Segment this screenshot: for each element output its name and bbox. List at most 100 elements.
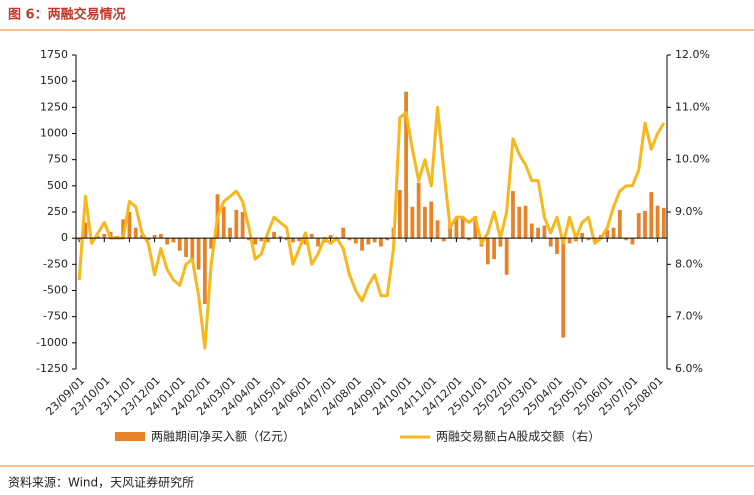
bar xyxy=(253,238,258,245)
bar xyxy=(661,207,666,239)
bar xyxy=(184,238,188,258)
bar xyxy=(435,220,440,239)
bar xyxy=(643,210,647,239)
legend-swatch xyxy=(115,432,145,441)
bar xyxy=(158,233,163,239)
bar xyxy=(328,235,333,239)
bar xyxy=(473,216,478,239)
bar xyxy=(649,192,654,239)
y-tick-label: 0 xyxy=(61,231,68,244)
bar xyxy=(190,238,195,260)
y2-tick-label: 9.0% xyxy=(675,205,703,218)
y-tick-label: 1250 xyxy=(40,100,68,113)
bar xyxy=(567,238,572,244)
bar xyxy=(127,212,132,239)
bar xyxy=(467,238,471,241)
bar xyxy=(504,238,509,275)
bar xyxy=(410,206,415,239)
bar xyxy=(379,238,383,247)
bar xyxy=(347,238,352,241)
bar xyxy=(133,227,138,239)
bar xyxy=(630,238,635,245)
bar xyxy=(259,238,264,242)
y-tick-label: -750 xyxy=(43,310,68,323)
y-tick-label: -500 xyxy=(43,284,68,297)
y2-tick-label: 12.0% xyxy=(675,48,710,61)
legend-label: 两融期间净买入额（亿元） xyxy=(151,429,295,444)
bar xyxy=(309,233,314,239)
bar xyxy=(140,235,144,239)
bar xyxy=(529,223,534,239)
bar xyxy=(77,238,82,241)
bar xyxy=(146,238,151,241)
y2-tick-label: 6.0% xyxy=(675,362,703,375)
chart-title: 图 6：两融交易情况 xyxy=(8,7,126,23)
bar xyxy=(548,238,553,247)
y-tick-label: -250 xyxy=(43,257,68,270)
bar xyxy=(360,238,364,251)
bar xyxy=(341,227,346,239)
bar xyxy=(441,238,446,242)
bar xyxy=(573,238,578,242)
bar xyxy=(605,229,610,239)
bar xyxy=(617,209,622,239)
bar xyxy=(234,209,239,239)
bar xyxy=(523,205,528,239)
bar xyxy=(429,201,434,239)
bar xyxy=(542,225,547,239)
y-tick-label: 250 xyxy=(47,205,68,218)
y-tick-label: 500 xyxy=(47,179,68,192)
y-tick-label: 1750 xyxy=(40,48,68,61)
y-tick-label: 1500 xyxy=(40,74,68,87)
bar xyxy=(83,222,88,239)
bar xyxy=(121,219,126,239)
bar xyxy=(265,238,270,243)
bar xyxy=(611,227,616,239)
bar xyxy=(416,182,421,239)
y-tick-label: 1000 xyxy=(40,127,68,140)
bar xyxy=(171,238,176,243)
legend-label: 两融交易额占A股成交额（右） xyxy=(436,429,600,444)
bar xyxy=(624,238,629,241)
bar xyxy=(423,206,427,239)
bar xyxy=(196,238,201,270)
bar xyxy=(586,238,591,241)
bar xyxy=(397,190,402,239)
bar xyxy=(177,238,182,251)
y2-tick-label: 10.0% xyxy=(675,153,710,166)
bar xyxy=(203,238,207,305)
bar xyxy=(498,238,503,247)
bar xyxy=(291,238,295,243)
bar xyxy=(353,238,358,244)
bar xyxy=(96,236,100,239)
bar xyxy=(448,224,452,239)
source: 资料来源：Wind，天风证券研究所 xyxy=(8,475,194,490)
bar xyxy=(655,205,660,239)
bar xyxy=(511,191,515,239)
bar xyxy=(316,238,320,247)
bar xyxy=(385,238,390,241)
y2-tick-label: 7.0% xyxy=(675,310,703,323)
y-tick-label: 750 xyxy=(47,153,68,166)
bar xyxy=(454,218,459,239)
bar xyxy=(492,238,496,260)
bar xyxy=(366,238,371,245)
bar xyxy=(297,238,302,242)
bar xyxy=(555,238,559,254)
line xyxy=(77,105,666,350)
bar xyxy=(485,238,490,265)
bar xyxy=(228,227,232,239)
bar xyxy=(536,227,540,239)
y2-tick-label: 8.0% xyxy=(675,257,703,270)
bar xyxy=(303,238,308,245)
bar xyxy=(272,231,276,239)
bar xyxy=(636,213,641,239)
y-tick-label: -1000 xyxy=(36,336,68,349)
bar xyxy=(460,217,465,239)
bar xyxy=(247,238,251,241)
bar xyxy=(404,91,408,239)
bar xyxy=(561,238,566,338)
bar xyxy=(372,238,377,243)
bar xyxy=(221,206,226,239)
